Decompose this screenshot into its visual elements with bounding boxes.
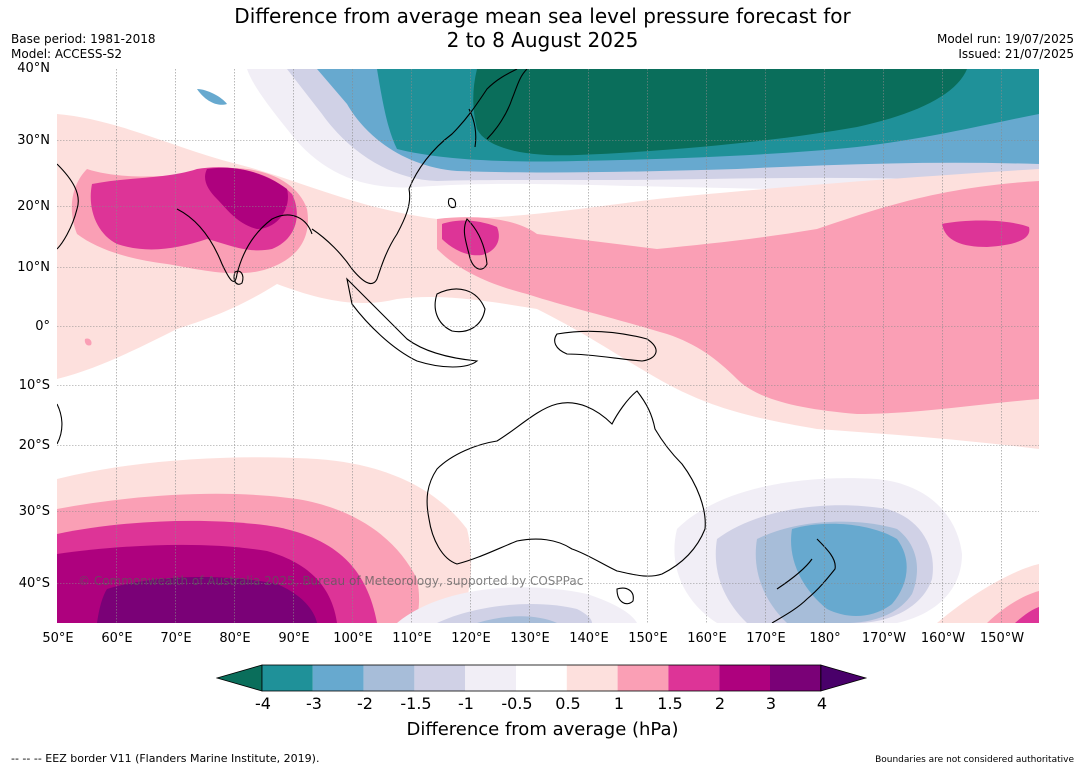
colorbar — [216, 664, 868, 692]
colorbar-tick: 1 — [613, 694, 625, 713]
lon-label: 120°E — [451, 631, 491, 646]
colorbar-tick: -3 — [306, 694, 322, 713]
map-canvas — [57, 69, 1039, 623]
colorbar-tick: 0.5 — [555, 694, 581, 713]
colorbar-outline — [261, 664, 822, 692]
lon-label: 130°E — [510, 631, 550, 646]
colorbar-segment — [312, 665, 364, 691]
lon-label: 160°E — [687, 631, 727, 646]
arabia-coast — [57, 163, 79, 250]
lon-label: 160°W — [920, 631, 966, 646]
lon-label: 90°E — [278, 631, 310, 646]
australia-coast — [426, 390, 706, 577]
colorbar-segment — [465, 665, 516, 691]
boundaries-disclaimer: Boundaries are not considered authoritat… — [875, 755, 1074, 765]
pressure-anomaly-map — [57, 69, 1039, 623]
meta-right: Model run: 19/07/2025 Issued: 21/07/2025 — [937, 32, 1074, 62]
colorbar-extend-high — [820, 664, 868, 692]
lon-label: 100°E — [333, 631, 373, 646]
new-zealand-coast — [771, 538, 836, 623]
colorbar-tick: 2 — [714, 694, 726, 713]
taiwan-coast — [447, 197, 457, 209]
lat-label: 20°S — [18, 438, 50, 453]
lon-label: 150°E — [628, 631, 668, 646]
colorbar-tick: 1.5 — [657, 694, 683, 713]
colorbar-segment — [414, 665, 466, 691]
sri-lanka-coast — [233, 270, 244, 285]
indochina-coast — [311, 188, 411, 284]
colorbar-segment — [566, 665, 618, 691]
copyright-watermark: © Commonwealth of Australia 2025, Bureau… — [78, 574, 584, 588]
lon-label: 150°W — [979, 631, 1025, 646]
eez-border-note: -- -- -- EEZ border V11 (Flanders Marine… — [11, 752, 320, 765]
colorbar-tick: -0.5 — [501, 694, 533, 713]
lon-label: 80°E — [219, 631, 251, 646]
lat-label: 30°S — [18, 504, 50, 519]
philippines-coast — [463, 218, 488, 270]
issued-date: Issued: 21/07/2025 — [958, 47, 1074, 61]
colorbar-segments — [216, 664, 868, 692]
lon-label: 140°E — [569, 631, 609, 646]
colorbar-segment — [719, 665, 770, 691]
lon-label: 50°E — [42, 631, 74, 646]
coastlines — [57, 69, 836, 623]
lat-label: 30°N — [17, 133, 50, 148]
model-run: Model run: 19/07/2025 — [936, 32, 1074, 46]
colorbar-segment — [363, 665, 415, 691]
lat-label: 10°S — [18, 378, 50, 393]
japan-coast — [486, 69, 528, 140]
colorbar-tick: -1.5 — [400, 694, 432, 713]
positive-anomaly-southwest — [57, 457, 472, 623]
lon-label: 110°E — [392, 631, 432, 646]
lat-label: 0° — [35, 319, 50, 334]
colorbar-extend-low — [216, 664, 263, 692]
lat-label: 10°N — [17, 260, 50, 275]
negative-anomaly-north — [197, 69, 1039, 199]
lon-label: 70°E — [160, 631, 192, 646]
colorbar-tick: 3 — [765, 694, 777, 713]
china-coast — [408, 69, 518, 190]
lat-label: 40°S — [18, 576, 50, 591]
lon-label: 60°E — [101, 631, 133, 646]
colorbar-segment — [770, 665, 821, 691]
colorbar-tick: 4 — [816, 694, 828, 713]
lon-label: 170°W — [861, 631, 907, 646]
colorbar-segment — [617, 665, 669, 691]
colorbar-segment — [668, 665, 720, 691]
title-line-1: Difference from average mean sea level p… — [234, 4, 851, 28]
lat-label: 40°N — [17, 61, 50, 76]
title-line-2: 2 to 8 August 2025 — [446, 28, 639, 52]
tasmania-coast — [616, 587, 634, 605]
lon-label: 170°E — [746, 631, 786, 646]
colorbar-segment — [516, 665, 567, 691]
colorbar-tick: -2 — [357, 694, 373, 713]
lat-label: 20°N — [17, 199, 50, 214]
map-title: Difference from average mean sea level p… — [0, 4, 1085, 52]
model-name: Model: ACCESS-S2 — [11, 47, 123, 61]
africa-horn-coast — [57, 403, 63, 445]
india-coast — [176, 208, 313, 282]
meta-left: Base period: 1981-2018 Model: ACCESS-S2 — [11, 32, 156, 62]
new-guinea-coast — [554, 330, 657, 362]
colorbar-tick: -1 — [458, 694, 474, 713]
sumatra-java-coast — [346, 277, 479, 368]
gridlines — [57, 69, 1039, 623]
positive-anomaly-tropics — [57, 114, 1039, 449]
colorbar-label: Difference from average (hPa) — [406, 719, 679, 740]
colorbar-tick: -4 — [255, 694, 271, 713]
lon-label: 180° — [809, 631, 841, 646]
colorbar-segment — [262, 665, 313, 691]
base-period: Base period: 1981-2018 — [11, 32, 156, 46]
